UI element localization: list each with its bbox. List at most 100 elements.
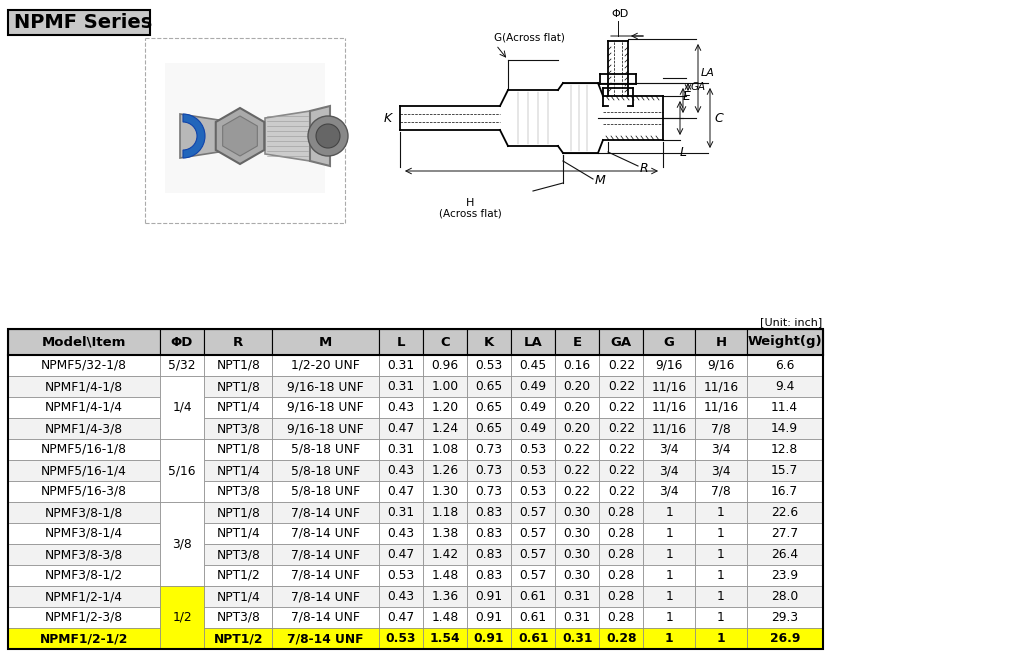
Bar [599,460,643,481]
Bar [643,481,695,502]
Text: 0.20: 0.20 [563,422,591,435]
Bar [643,439,695,460]
Bar [272,586,379,607]
Bar [555,376,599,397]
Bar [160,376,204,439]
Bar [379,565,423,586]
Bar [379,481,423,502]
Text: 0.65: 0.65 [475,422,503,435]
Text: 0.20: 0.20 [563,380,591,393]
Text: (Across flat): (Across flat) [438,209,502,219]
Text: G(Across flat): G(Across flat) [494,32,565,42]
Text: 0.83: 0.83 [475,506,503,519]
Text: 1: 1 [717,548,725,561]
Text: 0.22: 0.22 [608,380,635,393]
Text: R: R [233,336,244,349]
Bar [423,628,467,649]
Text: 0.28: 0.28 [607,590,635,603]
Bar [272,418,379,439]
Bar [555,418,599,439]
Bar [467,418,511,439]
Bar [643,376,695,397]
Bar [746,418,822,439]
Bar [8,544,160,565]
Text: 1.38: 1.38 [431,527,459,540]
Bar [272,607,379,628]
Bar [555,523,599,544]
Text: NPT1/2: NPT1/2 [214,632,263,645]
Bar [204,607,272,628]
Text: 0.91: 0.91 [474,632,505,645]
Bar [555,586,599,607]
Text: E: E [683,90,691,103]
Bar [379,397,423,418]
Text: Weight(g): Weight(g) [748,336,822,349]
Text: 0.53: 0.53 [519,485,547,498]
Bar [695,565,746,586]
Bar [599,607,643,628]
Bar [8,397,160,418]
Bar [423,607,467,628]
Text: 1.30: 1.30 [431,485,459,498]
Text: 0.49: 0.49 [519,422,547,435]
Text: NPMF5/32-1/8: NPMF5/32-1/8 [41,359,127,372]
Text: 1/4: 1/4 [172,401,191,414]
Text: 9/16: 9/16 [655,359,683,372]
Bar [599,329,643,355]
Text: 3/4: 3/4 [659,443,679,456]
Bar [379,376,423,397]
Text: 0.43: 0.43 [387,527,415,540]
Text: 0.61: 0.61 [519,611,547,624]
Text: 11/16: 11/16 [651,380,687,393]
Bar [695,586,746,607]
Bar [272,397,379,418]
Text: 1/2: 1/2 [172,611,191,624]
Bar [695,376,746,397]
Text: 3/4: 3/4 [659,485,679,498]
Text: 0.83: 0.83 [475,527,503,540]
Text: 7/8: 7/8 [711,485,731,498]
Bar [555,607,599,628]
Bar [160,502,204,586]
Text: 7/8-14 UNF: 7/8-14 UNF [291,527,360,540]
Bar [423,481,467,502]
Bar [467,355,511,376]
Bar [511,544,555,565]
Bar [511,355,555,376]
Text: NPT3/8: NPT3/8 [216,611,260,624]
Bar [467,565,511,586]
Bar [467,523,511,544]
Bar [204,439,272,460]
Bar [643,565,695,586]
Text: 16.7: 16.7 [771,485,799,498]
Text: Model\Item: Model\Item [42,336,126,349]
Bar [511,397,555,418]
Text: NPT3/8: NPT3/8 [216,485,260,498]
Bar [423,544,467,565]
Text: 0.22: 0.22 [608,359,635,372]
Text: 9/16-18 UNF: 9/16-18 UNF [288,422,364,435]
Bar [511,329,555,355]
Text: 0.53: 0.53 [519,464,547,477]
Text: 0.30: 0.30 [563,569,591,582]
Text: NPMF5/16-1/4: NPMF5/16-1/4 [41,464,127,477]
Text: 7/8: 7/8 [711,422,731,435]
Bar [423,523,467,544]
Bar [599,544,643,565]
Text: 0.31: 0.31 [563,611,591,624]
Text: 0.57: 0.57 [519,506,547,519]
Bar [555,329,599,355]
Bar [379,523,423,544]
Text: 0.53: 0.53 [387,569,415,582]
Text: 11/16: 11/16 [651,422,687,435]
Bar [379,460,423,481]
Text: [Unit: inch]: [Unit: inch] [761,317,822,327]
Text: 26.9: 26.9 [769,632,800,645]
Text: 0.53: 0.53 [475,359,503,372]
Bar [379,329,423,355]
Text: 1: 1 [717,611,725,624]
Bar [272,355,379,376]
Text: 1.26: 1.26 [431,464,459,477]
Text: 11/16: 11/16 [651,401,687,414]
Bar [423,439,467,460]
